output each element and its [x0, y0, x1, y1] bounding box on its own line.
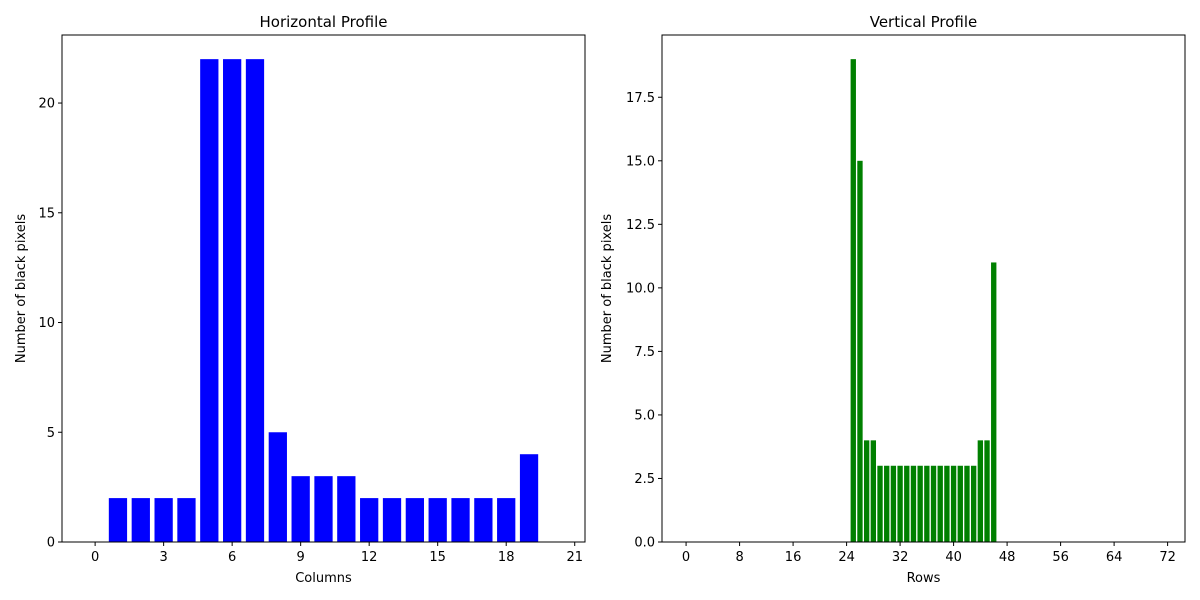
y-tick-label: 10	[38, 316, 55, 331]
y-tick-label: 15	[38, 206, 55, 221]
x-tick-label: 64	[1106, 550, 1123, 565]
bar	[428, 498, 447, 542]
y-tick-label: 20	[38, 97, 55, 112]
x-tick-label: 24	[838, 550, 855, 565]
x-tick-label: 6	[228, 550, 236, 565]
bar	[917, 465, 923, 542]
x-axis-label: Rows	[907, 571, 941, 586]
x-tick-label: 72	[1159, 550, 1176, 565]
bar	[451, 498, 470, 542]
bar	[291, 476, 310, 542]
x-tick-label: 12	[361, 550, 378, 565]
bar	[991, 262, 997, 542]
bar	[870, 440, 877, 542]
bar	[970, 465, 977, 542]
x-tick-label: 8	[735, 550, 743, 565]
bar	[984, 440, 990, 542]
bar	[519, 454, 539, 542]
x-tick-label: 15	[429, 550, 446, 565]
y-tick-label: 0.0	[634, 536, 655, 551]
bar	[890, 465, 897, 542]
bar	[850, 59, 856, 542]
bar	[877, 465, 883, 542]
plot-frame	[61, 34, 586, 543]
x-tick-label: 48	[999, 550, 1016, 565]
x-tick-label: 16	[785, 550, 802, 565]
y-tick-label: 5.0	[634, 408, 655, 423]
bar	[857, 160, 863, 543]
bar	[245, 59, 265, 542]
bar	[223, 59, 242, 542]
x-tick-label: 9	[297, 550, 305, 565]
bar	[405, 498, 424, 542]
bar	[382, 498, 402, 542]
bar	[930, 465, 937, 542]
bar	[904, 465, 910, 542]
bar	[964, 465, 970, 542]
bar	[950, 465, 957, 542]
chart-title: Horizontal Profile	[260, 13, 388, 31]
bar	[897, 465, 903, 542]
y-tick-label: 17.5	[626, 91, 655, 106]
bar	[924, 465, 930, 542]
y-tick-label: 7.5	[634, 345, 655, 360]
bar	[108, 498, 128, 542]
x-axis-label: Columns	[295, 571, 352, 586]
y-tick-label: 5	[47, 426, 55, 441]
y-ticks: 0.0 2.5 5.0 7.5 10.0 12.5 15.0 17.5	[626, 91, 662, 551]
horizontal-profile-chart: Horizontal Profile Columns Number of bla…	[14, 13, 586, 586]
bar	[314, 476, 333, 542]
y-axis-label: Number of black pixels	[600, 214, 615, 363]
y-tick-label: 12.5	[626, 218, 655, 233]
x-tick-label: 32	[892, 550, 909, 565]
y-tick-label: 10.0	[626, 281, 655, 296]
bars	[108, 59, 539, 542]
x-tick-label: 18	[498, 550, 515, 565]
bar	[268, 432, 287, 542]
bar	[200, 59, 219, 542]
bars	[850, 59, 997, 543]
x-tick-label: 3	[159, 550, 167, 565]
bar	[177, 498, 196, 542]
y-tick-label: 0	[47, 536, 55, 551]
y-tick-label: 2.5	[634, 472, 655, 487]
bar	[154, 498, 173, 542]
x-ticks: 0 8 16 24 32 40 48 56 64 72	[682, 542, 1176, 565]
bar	[884, 465, 890, 542]
x-tick-label: 40	[945, 550, 962, 565]
x-tick-label: 0	[682, 550, 690, 565]
bar	[977, 440, 984, 542]
bar	[337, 476, 356, 542]
x-tick-label: 21	[566, 550, 583, 565]
y-axis-label: Number of black pixels	[14, 214, 29, 363]
bar	[863, 440, 870, 542]
x-tick-label: 0	[91, 550, 99, 565]
bar	[474, 498, 493, 542]
bar	[944, 465, 950, 542]
x-ticks: 0 3 6 9 12 15 18 21	[91, 542, 583, 565]
chart-title: Vertical Profile	[870, 13, 978, 31]
bar	[937, 465, 943, 542]
vertical-profile-chart: Vertical Profile Rows Number of black pi…	[600, 13, 1186, 586]
y-tick-label: 15.0	[626, 154, 655, 169]
bar	[910, 465, 917, 542]
bar	[957, 465, 963, 542]
plot-frame	[661, 34, 1186, 543]
x-tick-label: 56	[1052, 550, 1069, 565]
bar	[131, 498, 150, 542]
bar	[360, 498, 379, 542]
bar	[497, 498, 516, 542]
y-ticks: 0 5 10 15 20	[38, 97, 62, 551]
